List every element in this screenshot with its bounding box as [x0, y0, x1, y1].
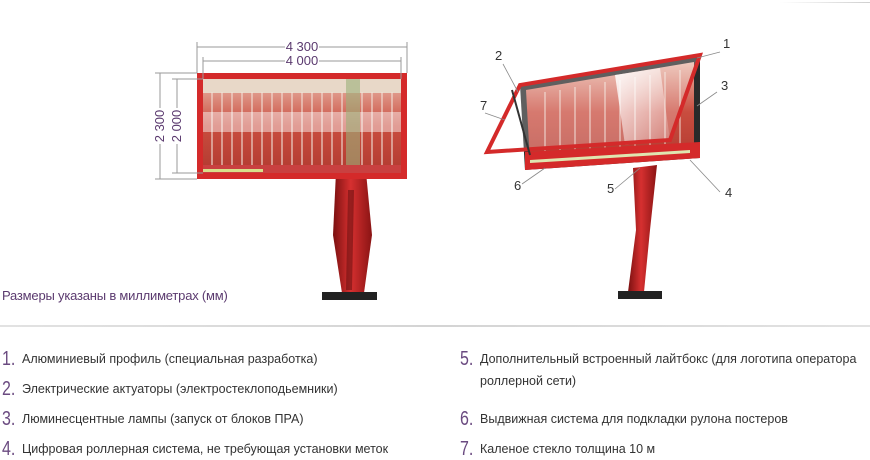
legend-number: 2. — [2, 378, 16, 400]
perspective-view-billboard — [483, 52, 704, 299]
callout-4: 4 — [725, 185, 732, 200]
billboard-illustration: 4 300 4 000 2 300 2 000 1 2 3 — [152, 36, 732, 300]
legend-text: Алюминиевый профиль (специальная разрабо… — [22, 352, 318, 366]
callout-1: 1 — [723, 36, 730, 51]
legend-item: 6. Выдвижная система для подкладки рулон… — [460, 408, 868, 430]
callout-6: 6 — [514, 178, 521, 193]
callout-3: 3 — [721, 78, 728, 93]
legend-item: 2. Электрические актуаторы (электростекл… — [2, 378, 442, 400]
legend-text: Дополнительный встроенный лайтбокс (для … — [480, 352, 857, 388]
dim-outer-height: 2 300 — [152, 110, 167, 143]
callout-7: 7 — [480, 98, 487, 113]
top-rule — [780, 2, 870, 3]
legend-number: 6. — [460, 408, 474, 430]
legend-text: Выдвижная система для подкладки рулона п… — [480, 412, 788, 426]
units-caption: Размеры указаны в миллиметрах (мм) — [2, 288, 228, 303]
legend-text: Цифровая роллерная система, не требующая… — [22, 442, 389, 456]
legend-item: 5. Дополнительный встроенный лайтбокс (д… — [460, 348, 868, 392]
legend-item: 1. Алюминиевый профиль (специальная разр… — [2, 348, 442, 370]
dim-inner-height: 2 000 — [169, 110, 184, 143]
dim-inner-width: 4 000 — [286, 53, 319, 68]
legend-text: Люминесцентные лампы (запуск от блоков П… — [22, 412, 304, 426]
legend-item: 3. Люминесцентные лампы (запуск от блоко… — [2, 408, 442, 430]
dim-outer-width: 4 300 — [286, 39, 319, 54]
legend-text: Электрические актуаторы (электростеклопо… — [22, 382, 338, 396]
legend-text: Каленое стекло толщина 10 м — [480, 442, 656, 456]
legend-number: 5. — [460, 348, 474, 370]
legend-item: 4. Цифровая роллерная система, не требую… — [2, 438, 442, 460]
callout-2: 2 — [495, 48, 502, 63]
callout-5: 5 — [607, 181, 614, 196]
legend-number: 4. — [2, 438, 16, 460]
legend-list: 1. Алюминиевый профиль (специальная разр… — [0, 340, 870, 460]
legend-number: 1. — [2, 348, 16, 370]
legend-number: 7. — [460, 438, 474, 460]
divider — [0, 325, 870, 327]
front-view-billboard — [197, 73, 407, 300]
legend-number: 3. — [2, 408, 16, 430]
legend-item: 7. Каленое стекло толщина 10 м — [460, 438, 868, 460]
